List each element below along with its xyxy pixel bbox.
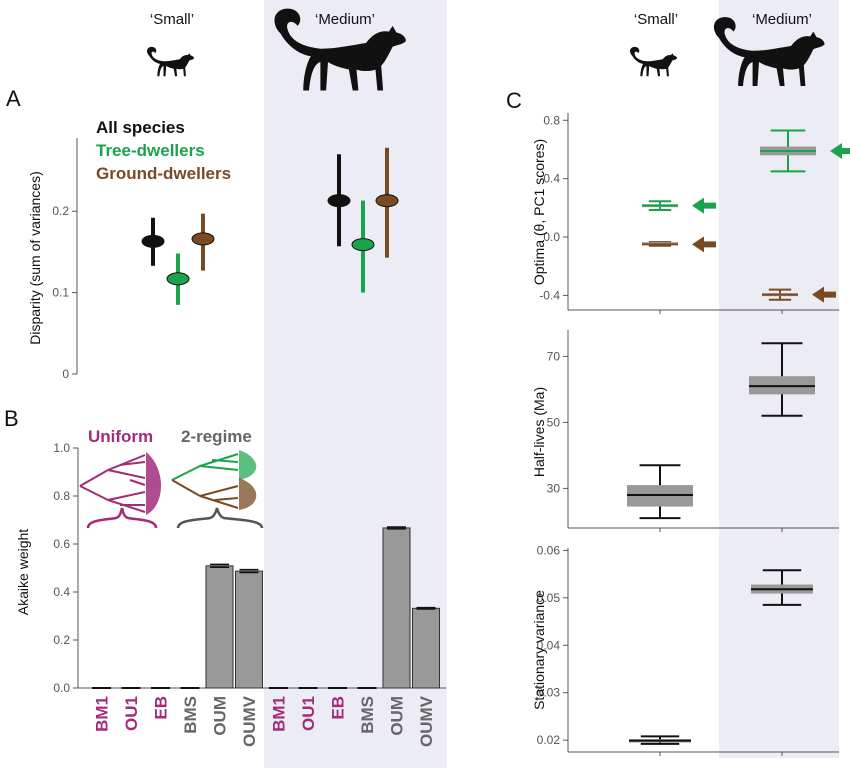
panel-c-optima-y-axis-label: Optima (θ, PC1 scores) <box>531 139 547 285</box>
panel-a-legend-entry: All species <box>96 118 185 137</box>
panel-letter-b: B <box>4 406 19 431</box>
panel-b-y-tick-label: 0.6 <box>53 537 70 551</box>
panel-b-y-tick-label: 0.0 <box>53 681 70 695</box>
small-lemur-silhouette-icon <box>630 46 678 77</box>
panel-letter-c: C <box>506 88 522 113</box>
panel-c-optima-y-tick-label: 0.4 <box>543 172 560 186</box>
panel-a-point <box>351 238 375 252</box>
uniform-tree-branch <box>129 479 146 486</box>
two-regime-tree-branch <box>214 497 239 501</box>
tree-density-shape <box>239 450 257 480</box>
uniform-tree-branch <box>107 469 146 479</box>
two-regime-tree-branch <box>199 465 239 471</box>
uniform-tree-branch <box>107 491 146 501</box>
panel-a-legend-entry: Ground-dwellers <box>96 164 231 183</box>
panel-b-bar <box>412 607 440 689</box>
panel-c-optima-arrow <box>692 236 716 253</box>
two-regime-brace <box>176 507 264 529</box>
panel-b-bar <box>235 570 263 689</box>
panel-c-optima-y-tick-label: -0.4 <box>539 288 560 302</box>
panel-b-x-tick-label: OUM <box>211 696 230 736</box>
panel-b-x-tick-label: BMS <box>358 696 377 734</box>
panel-c-optima-arrow <box>692 197 716 214</box>
two-regime-tree-branch <box>171 479 201 497</box>
panel-b-y-tick-label: 0.2 <box>53 633 70 647</box>
panel-letter-a: A <box>6 86 21 111</box>
panel-b-bar <box>382 527 411 689</box>
two-regime-tree-icon <box>171 450 257 510</box>
panel-a-y-axis-label: Disparity (sum of variances) <box>27 171 43 345</box>
panel-c-optima-arrow <box>812 286 836 303</box>
panel-b-y-tick-label: 0.4 <box>53 585 70 599</box>
two-regime-tree-branch <box>199 485 239 497</box>
panel-b-x-tick-label: BM1 <box>270 696 289 732</box>
panel-c-stationary-variance-y-tick-label: 0.05 <box>537 591 561 605</box>
panel-b-x-tick-label: BMS <box>181 696 200 734</box>
panel-b-x-tick-label: OU1 <box>299 696 318 731</box>
header-small-left: ‘Small’ <box>150 11 194 28</box>
panel-b-x-tick-label: OUMV <box>240 695 259 747</box>
panel-a-legend-entry: Tree-dwellers <box>96 141 205 160</box>
panel-a-disparity-chart: 0 0.1 0.2 Disparity (sum of variances) All s… <box>27 118 399 381</box>
panel-b-x-tick-label: BM1 <box>93 696 112 732</box>
panel-b-x-tick-label: OUM <box>388 696 407 736</box>
header-medium-right: ‘Medium’ <box>752 11 812 28</box>
panel-b-y-tick-label: 0.8 <box>53 489 70 503</box>
panel-b-akaike-chart: 0.0 0.2 0.4 0.6 0.8 1.0 Akaike weight BM1 OU1 EB B… <box>15 427 446 747</box>
panel-c-half-lives-y-tick-label: 30 <box>547 481 561 495</box>
two-regime-tree-branch <box>199 495 239 509</box>
panel-c-half-lives-y-tick-label: 70 <box>547 349 561 363</box>
header-small-right: ‘Small’ <box>634 11 678 28</box>
panel-c-stationary-variance-y-tick-label: 0.02 <box>537 733 561 747</box>
panel-a-point <box>375 194 399 208</box>
uniform-density-shape <box>146 452 161 515</box>
small-lemur-silhouette-icon <box>147 46 195 77</box>
panel-c-stationary-variance-y-tick-label: 0.03 <box>537 686 561 700</box>
panel-a-point <box>191 232 215 246</box>
panel-b-bar <box>205 565 234 689</box>
panel-a-point <box>141 234 165 248</box>
panel-c-stationary-variance-y-tick-label: 0.04 <box>537 638 561 652</box>
panel-b-annotation-two-regime: 2-regime <box>181 427 252 446</box>
panel-c-half-lives-y-tick-label: 50 <box>547 415 561 429</box>
panel-b-y-tick-label: 1.0 <box>53 441 70 455</box>
panel-c-optima-chart: -0.4 0.0 0.4 0.8 Optima (θ, PC1 scores) <box>531 113 850 314</box>
panel-c-optima-y-tick-label: 0.8 <box>543 113 560 127</box>
uniform-tree-branch <box>79 469 109 487</box>
panel-c-stationary-variance-y-axis-label: Stationary variance <box>531 590 547 710</box>
panel-b-x-tick-label: EB <box>329 696 348 720</box>
uniform-tree-branch <box>119 461 146 466</box>
panel-b-x-tick-label: OU1 <box>122 696 141 731</box>
uniform-tree-branch <box>107 454 146 471</box>
panel-c-half-lives-chart: 30 50 70 Half-lives (Ma) <box>531 330 839 532</box>
panel-a-point <box>166 272 190 286</box>
panel-a-y-tick-label: 0.1 <box>52 286 69 300</box>
uniform-tree-icon <box>79 452 161 515</box>
panel-b-annotation-uniform: Uniform <box>88 427 153 446</box>
panel-c-optima-arrow <box>830 142 850 159</box>
panel-b-y-axis-label: Akaike weight <box>15 529 31 615</box>
panel-a-y-tick-label: 0 <box>62 367 69 381</box>
header-medium-left: ‘Medium’ <box>315 11 375 28</box>
panel-a-y-tick-label: 0.2 <box>52 204 69 218</box>
panel-c-half-lives-y-axis-label: Half-lives (Ma) <box>531 387 547 477</box>
panel-c-optima-y-tick-label: 0.0 <box>543 230 560 244</box>
panel-b-x-tick-label: OUMV <box>417 695 436 747</box>
uniform-tree-branch <box>79 485 109 501</box>
panel-c-stationary-variance-chart: 0.02 0.03 0.04 0.05 0.06 Stationary variance <box>531 543 839 756</box>
ground-density-shape <box>239 478 257 510</box>
panel-b-x-tick-label: EB <box>152 696 171 720</box>
panel-a-point <box>327 194 351 208</box>
two-regime-tree-branch <box>211 459 239 463</box>
two-regime-tree-branch <box>171 465 201 481</box>
uniform-brace <box>86 507 158 529</box>
panel-c-stationary-variance-y-tick-label: 0.06 <box>537 543 561 557</box>
